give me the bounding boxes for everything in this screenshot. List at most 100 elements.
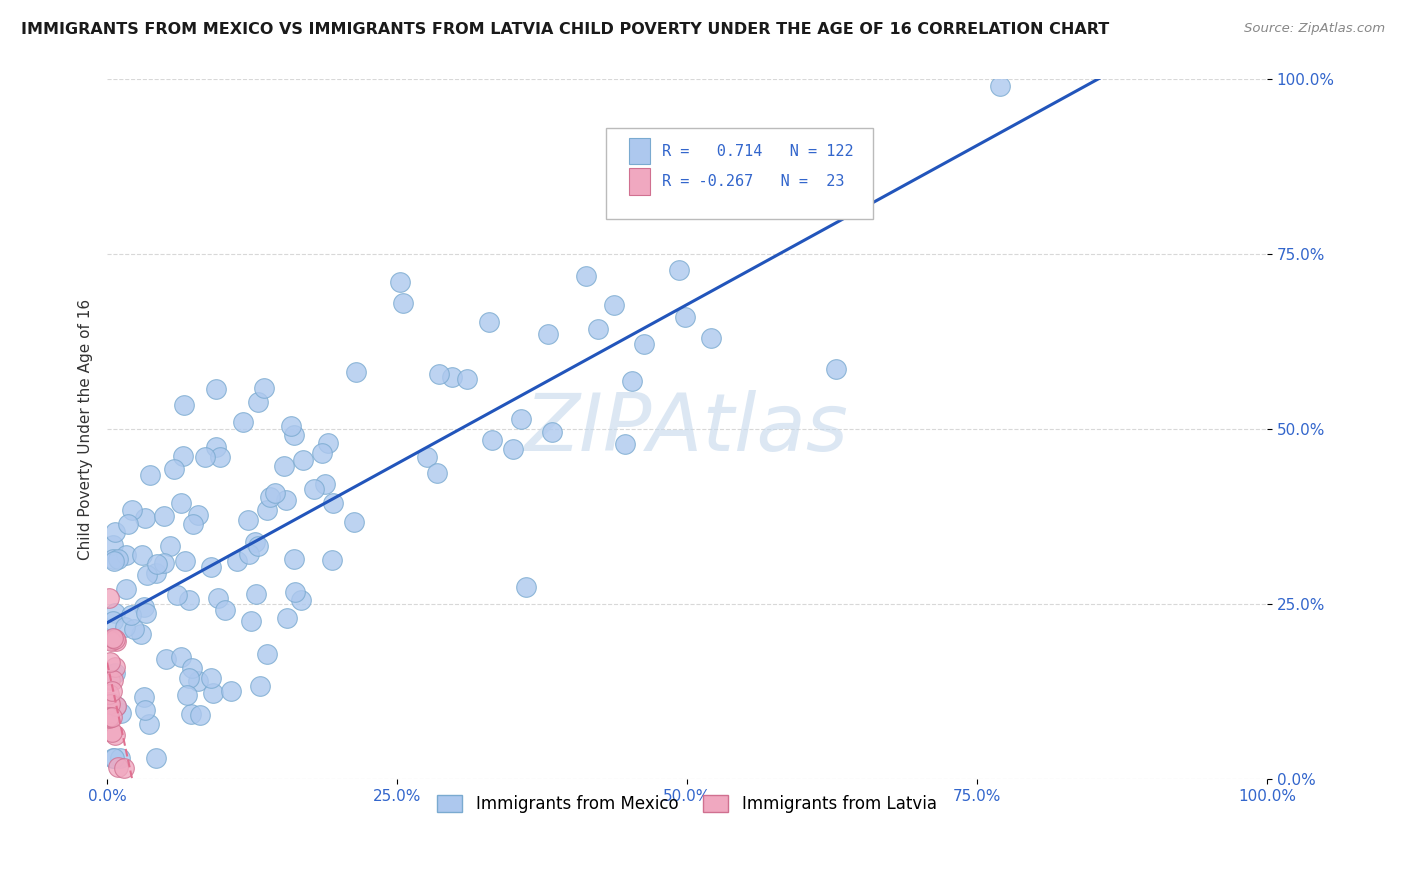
Point (134, 511, 156, 525)
Point (163, 462, 186, 476)
Point (825, 362, 848, 376)
Point (284, 585, 307, 599)
Point (515, 580, 537, 594)
Point (122, 622, 145, 636)
Point (98, 695, 121, 709)
Point (263, 485, 285, 500)
Point (146, 558, 169, 572)
Point (194, 450, 217, 464)
Point (187, 508, 209, 522)
FancyBboxPatch shape (606, 128, 873, 219)
Point (145, 751, 167, 765)
Point (273, 459, 295, 474)
Point (238, 547, 260, 561)
Point (311, 446, 333, 460)
Point (98, 687, 121, 701)
Text: ZIPAtlas: ZIPAtlas (526, 390, 849, 468)
Point (105, 634, 128, 648)
Point (98, 697, 121, 711)
Point (200, 671, 222, 685)
Point (114, 549, 136, 563)
Point (105, 699, 128, 714)
Point (291, 453, 314, 467)
Point (104, 632, 127, 647)
Point (98, 710, 121, 724)
Point (110, 706, 132, 720)
Point (200, 559, 222, 574)
Point (105, 698, 128, 713)
Point (280, 419, 302, 434)
FancyBboxPatch shape (628, 168, 650, 194)
Text: R = -0.267   N =  23: R = -0.267 N = 23 (662, 174, 844, 189)
Point (101, 683, 124, 698)
Text: Source: ZipAtlas.com: Source: ZipAtlas.com (1244, 22, 1385, 36)
Point (415, 450, 437, 464)
Point (114, 620, 136, 634)
Point (321, 553, 343, 567)
Point (389, 276, 412, 290)
Point (100, 673, 122, 687)
Point (541, 425, 564, 439)
Point (107, 759, 129, 773)
Point (181, 517, 204, 532)
Point (256, 647, 278, 661)
Point (104, 659, 127, 673)
Point (98, 710, 121, 724)
Point (990, 78, 1012, 93)
Point (232, 415, 254, 429)
Point (478, 315, 501, 329)
Point (131, 548, 153, 562)
Point (502, 442, 524, 457)
Point (145, 566, 167, 581)
Point (176, 688, 198, 702)
Point (259, 490, 281, 504)
Point (108, 751, 131, 765)
Point (169, 495, 191, 509)
Point (456, 372, 478, 386)
Point (104, 524, 127, 539)
Point (575, 269, 598, 284)
Point (153, 556, 176, 570)
Point (613, 437, 636, 451)
Point (152, 508, 174, 523)
Point (120, 608, 142, 623)
Point (104, 606, 127, 620)
Point (180, 706, 202, 721)
Point (139, 468, 162, 483)
Point (633, 336, 655, 351)
Point (107, 552, 129, 566)
Point (225, 554, 247, 568)
Point (172, 450, 194, 464)
Point (243, 534, 266, 549)
Point (246, 395, 269, 409)
Point (302, 483, 325, 497)
Point (180, 661, 202, 675)
Point (104, 665, 127, 680)
Point (239, 614, 262, 628)
Point (173, 398, 195, 412)
Text: R =   0.714   N = 122: R = 0.714 N = 122 (662, 144, 853, 159)
Point (134, 690, 156, 705)
Point (316, 436, 339, 450)
Point (247, 540, 270, 554)
Point (104, 728, 127, 742)
Text: IMMIGRANTS FROM MEXICO VS IMMIGRANTS FROM LATVIA CHILD POVERTY UNDER THE AGE OF : IMMIGRANTS FROM MEXICO VS IMMIGRANTS FRO… (21, 22, 1109, 37)
Point (249, 679, 271, 693)
Point (620, 374, 643, 388)
Point (129, 627, 152, 641)
Point (202, 685, 225, 699)
Point (121, 503, 143, 517)
Point (699, 331, 721, 345)
Point (135, 606, 157, 620)
Point (668, 263, 690, 277)
Point (219, 683, 242, 698)
Point (343, 515, 366, 529)
Point (112, 762, 135, 776)
Point (673, 310, 696, 324)
Point (101, 666, 124, 681)
Point (101, 614, 124, 628)
Point (586, 321, 609, 335)
Point (101, 725, 124, 739)
Point (441, 370, 464, 384)
Point (426, 466, 449, 480)
